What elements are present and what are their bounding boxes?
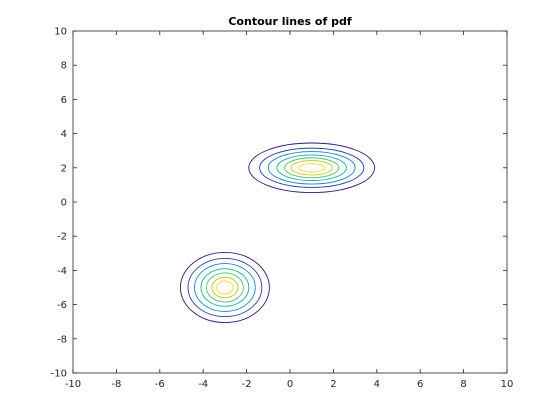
contour-level-6-cluster-1 [290,160,333,176]
chart-title: Contour lines of pdf [228,15,351,28]
contour-level-2-cluster-1 [259,147,365,188]
contour-level-3-cluster-1 [267,151,356,185]
y-tick-label: 10 [54,27,67,38]
x-tick-label: -4 [198,379,208,390]
x-tick-label: 6 [417,379,423,390]
contour-level-4-cluster-2 [200,268,250,307]
y-tick-label: 0 [61,198,67,209]
x-tick-label: 4 [374,379,380,390]
x-tick-label: -8 [111,379,121,390]
contour-level-2-cluster-2 [187,257,263,318]
x-tick-label: 8 [460,379,466,390]
contour-level-6-cluster-2 [211,276,239,299]
x-tick-label: -6 [155,379,165,390]
y-tick-label: 6 [61,95,67,106]
x-tick-label: 0 [287,379,293,390]
contour-level-1-cluster-2 [179,251,270,324]
x-tick-label: -10 [65,379,81,390]
y-tick-label: -2 [57,232,67,243]
y-tick-label: 2 [61,163,67,174]
contour-level-3-cluster-2 [194,263,256,312]
contour-level-1-cluster-1 [248,142,376,194]
axis-ticks [72,30,508,374]
y-tick-label: 8 [61,61,67,72]
contour-level-7-cluster-1 [298,163,326,173]
y-tick-label: 4 [61,129,67,140]
contour-level-7-cluster-2 [216,280,234,295]
contour-level-4-cluster-1 [276,154,347,182]
y-tick-label: -4 [57,266,67,277]
y-tick-label: -10 [51,369,67,380]
x-tick-label: -2 [242,379,252,390]
x-tick-label: 10 [501,379,514,390]
x-tick-label: 2 [330,379,336,390]
contour-lines [179,142,376,324]
axes-box [72,30,508,374]
y-tick-labels: -10 -8 -6 -4 -2 0 2 4 6 8 10 [51,27,67,380]
y-tick-label: -8 [57,334,67,345]
x-tick-labels: -10 -8 -6 -4 -2 0 2 4 6 8 10 [65,379,514,390]
y-tick-label: -6 [57,300,67,311]
contour-level-5-cluster-2 [206,272,244,303]
contour-level-5-cluster-1 [284,157,340,179]
